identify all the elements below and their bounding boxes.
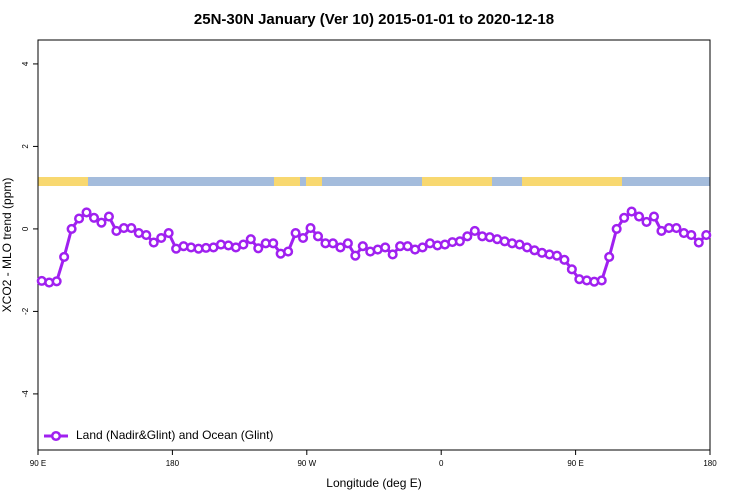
- data-point: [305, 223, 316, 234]
- data-point: [417, 242, 428, 253]
- land: [38, 177, 88, 186]
- x-axis-label: Longitude (deg E): [326, 476, 421, 490]
- data-point: [283, 246, 294, 257]
- x-tick-label: 180: [703, 459, 717, 468]
- data-point: [641, 216, 652, 227]
- x-tick-label: 90 E: [30, 459, 46, 468]
- data-point: [671, 223, 682, 234]
- land: [422, 177, 492, 186]
- y-axis-label: XCO2 - MLO trend (ppm): [0, 178, 14, 313]
- x-tick-label: 90 E: [567, 459, 583, 468]
- x-tick-label: 0: [439, 459, 444, 468]
- data-point: [693, 237, 704, 248]
- data-point: [604, 251, 615, 263]
- data-point: [298, 232, 309, 244]
- data-point: [701, 230, 712, 241]
- data-point: [342, 238, 353, 249]
- x-tick-label: 180: [166, 459, 180, 468]
- y-tick-label: -4: [21, 390, 30, 398]
- legend-marker: [50, 430, 62, 442]
- chart-title: 25N-30N January (Ver 10) 2015-01-01 to 2…: [194, 11, 554, 28]
- data-point: [327, 238, 338, 249]
- y-tick-label: -2: [21, 307, 30, 315]
- data-point: [51, 276, 62, 287]
- data-point: [141, 230, 152, 241]
- data-point: [335, 242, 346, 253]
- data-point: [462, 231, 473, 242]
- data-point: [103, 211, 114, 222]
- data-point: [380, 242, 391, 253]
- data-point: [81, 207, 92, 218]
- data-point: [686, 230, 697, 241]
- land: [522, 177, 622, 186]
- data-point: [312, 231, 324, 242]
- ocean: [38, 177, 710, 186]
- data-point: [626, 206, 637, 217]
- land-ocean-strip: [38, 177, 710, 186]
- y-tick-label: 4: [21, 61, 30, 66]
- data-point: [163, 227, 174, 239]
- data-point: [238, 239, 249, 250]
- land: [274, 177, 300, 186]
- data-point: [253, 243, 264, 254]
- data-point: [648, 211, 660, 222]
- data-point: [469, 225, 480, 237]
- data-point: [350, 250, 361, 261]
- legend-label: Land (Nadir&Glint) and Ocean (Glint): [76, 428, 273, 442]
- data-point: [596, 275, 607, 286]
- land: [306, 177, 322, 186]
- data-point: [357, 241, 368, 252]
- data-point: [454, 236, 465, 247]
- data-point: [66, 223, 77, 234]
- data-point: [387, 249, 398, 260]
- data-point: [59, 251, 70, 263]
- y-tick-label: 0: [21, 226, 30, 231]
- data-point: [566, 264, 577, 275]
- data-point: [126, 223, 137, 234]
- plot-frame: [37, 39, 711, 451]
- data-point: [156, 232, 167, 244]
- data-point: [268, 238, 279, 249]
- data-point: [634, 211, 645, 222]
- data-point: [96, 217, 107, 228]
- data-point: [74, 213, 85, 224]
- data-point: [88, 212, 100, 223]
- data-point: [245, 234, 256, 245]
- data-point: [290, 227, 301, 239]
- data-point: [559, 254, 570, 265]
- data-point: [551, 250, 562, 261]
- data-point: [611, 223, 622, 234]
- data-point: [148, 237, 159, 248]
- x-tick-label: 90 W: [297, 459, 316, 468]
- data-point: [619, 212, 630, 223]
- y-tick-label: 2: [21, 144, 30, 149]
